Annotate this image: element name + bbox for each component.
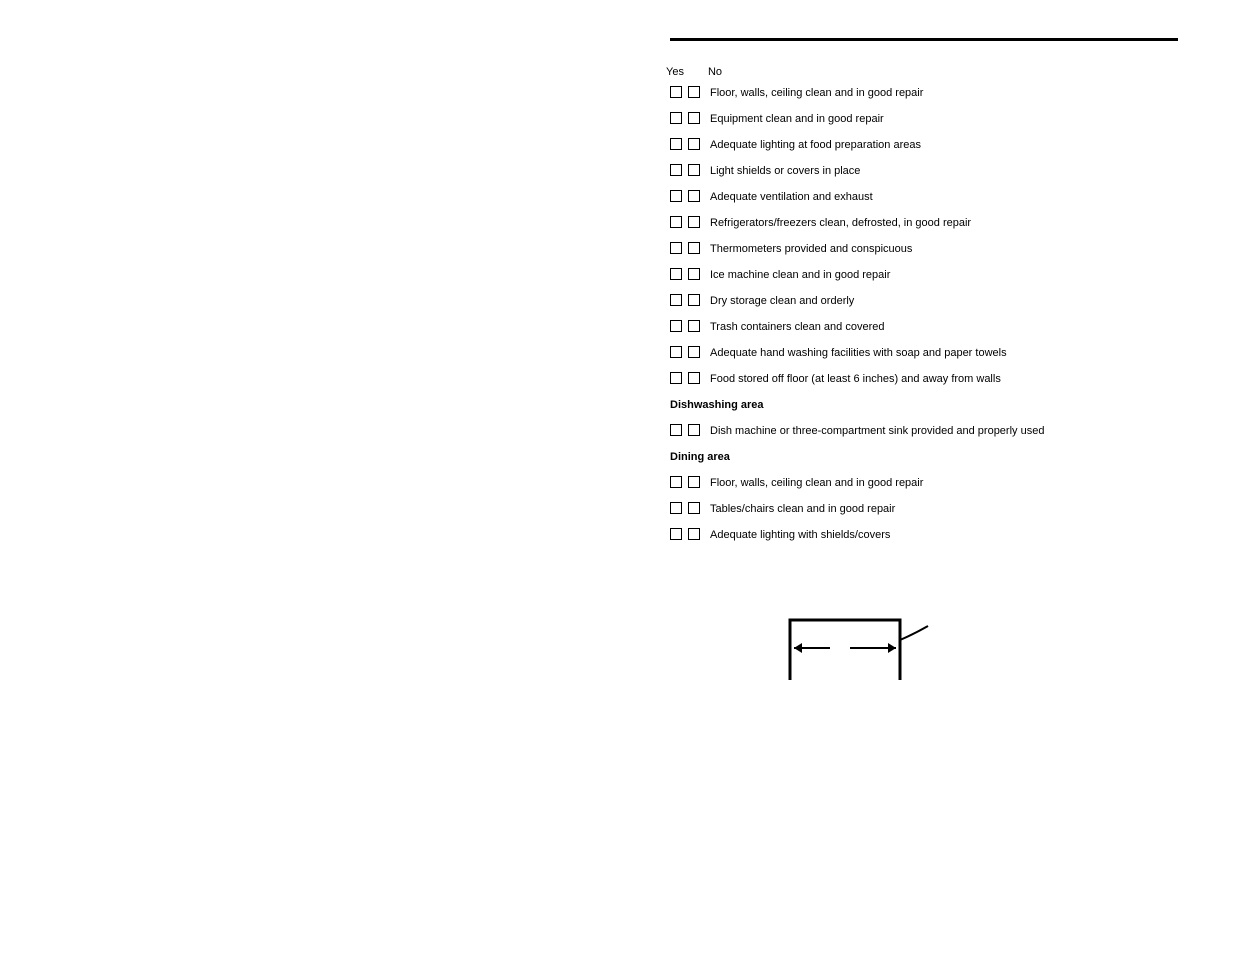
checkbox-yes[interactable]: [670, 320, 682, 332]
checklist-label: Dish machine or three-compartment sink p…: [710, 424, 1190, 438]
checklist-row: Floor, walls, ceiling clean and in good …: [670, 86, 1190, 100]
checklist-label: Adequate lighting with shields/covers: [710, 528, 1190, 542]
checkbox-group: [670, 190, 700, 202]
checkbox-group: [670, 294, 700, 306]
checklist-label: Floor, walls, ceiling clean and in good …: [710, 476, 1190, 490]
checklist-label: Tables/chairs clean and in good repair: [710, 502, 1190, 516]
checklist-label: Food stored off floor (at least 6 inches…: [710, 372, 1190, 386]
checklist-label: Light shields or covers in place: [710, 164, 1190, 178]
checklist-row: Adequate lighting with shields/covers: [670, 528, 1190, 542]
checklist-row: Light shields or covers in place: [670, 164, 1190, 178]
checkbox-no[interactable]: [688, 164, 700, 176]
checklist-label: Dry storage clean and orderly: [710, 294, 1190, 308]
checkbox-yes[interactable]: [670, 242, 682, 254]
checklist-row: Ice machine clean and in good repair: [670, 268, 1190, 282]
checkbox-group: [670, 502, 700, 514]
checklist-row: Thermometers provided and conspicuous: [670, 242, 1190, 256]
checkbox-group: [670, 476, 700, 488]
checkbox-no[interactable]: [688, 346, 700, 358]
checkbox-no[interactable]: [688, 242, 700, 254]
checklist-label: Ice machine clean and in good repair: [710, 268, 1190, 282]
checkbox-group: [670, 138, 700, 150]
checkbox-group: [670, 86, 700, 98]
checklist-label: Thermometers provided and conspicuous: [710, 242, 1190, 256]
checklist-row: Refrigerators/freezers clean, defrosted,…: [670, 216, 1190, 230]
checklist-row: Adequate ventilation and exhaust: [670, 190, 1190, 204]
checkbox-no[interactable]: [688, 86, 700, 98]
col-yes: Yes: [666, 66, 684, 78]
checkbox-group: [670, 372, 700, 384]
checklist-row: Tables/chairs clean and in good repair: [670, 502, 1190, 516]
checkbox-group: [670, 346, 700, 358]
checkbox-group: [670, 242, 700, 254]
checkbox-yes[interactable]: [670, 112, 682, 124]
divider-rule: [670, 38, 1178, 41]
checkbox-yes[interactable]: [670, 190, 682, 202]
checklist-row: Dish machine or three-compartment sink p…: [670, 424, 1190, 438]
checklist-label: Adequate hand washing facilities with so…: [710, 346, 1190, 360]
checklist-row: Equipment clean and in good repair: [670, 112, 1190, 126]
checklist-label: Refrigerators/freezers clean, defrosted,…: [710, 216, 1190, 230]
checkbox-no[interactable]: [688, 476, 700, 488]
checkbox-yes[interactable]: [670, 216, 682, 228]
checkbox-group: [670, 268, 700, 280]
checklist-label: Floor, walls, ceiling clean and in good …: [710, 86, 1190, 100]
width-diagram: [780, 610, 940, 690]
checklist-row: Adequate lighting at food preparation ar…: [670, 138, 1190, 152]
section-heading: Dining area: [670, 450, 1190, 464]
checkbox-no[interactable]: [688, 502, 700, 514]
checklist-label: Adequate lighting at food preparation ar…: [710, 138, 1190, 152]
checklist-label: Trash containers clean and covered: [710, 320, 1190, 334]
checkbox-no[interactable]: [688, 190, 700, 202]
checkbox-yes[interactable]: [670, 476, 682, 488]
checklist-table: Yes No Floor, walls, ceiling clean and i…: [670, 66, 1190, 554]
col-no: No: [708, 66, 722, 78]
checkbox-no[interactable]: [688, 268, 700, 280]
checklist-row: Floor, walls, ceiling clean and in good …: [670, 476, 1190, 490]
checkbox-yes[interactable]: [670, 86, 682, 98]
checkbox-yes[interactable]: [670, 372, 682, 384]
checkbox-no[interactable]: [688, 528, 700, 540]
checkbox-yes[interactable]: [670, 502, 682, 514]
checkbox-no[interactable]: [688, 372, 700, 384]
checkbox-yes[interactable]: [670, 138, 682, 150]
checklist-row: Adequate hand washing facilities with so…: [670, 346, 1190, 360]
checklist-label: Equipment clean and in good repair: [710, 112, 1190, 126]
checklist-label: Adequate ventilation and exhaust: [710, 190, 1190, 204]
section-heading: Dishwashing area: [670, 398, 1190, 412]
checkbox-yes[interactable]: [670, 424, 682, 436]
checkbox-yes[interactable]: [670, 528, 682, 540]
checkbox-no[interactable]: [688, 138, 700, 150]
checkbox-group: [670, 164, 700, 176]
checkbox-no[interactable]: [688, 320, 700, 332]
checkbox-group: [670, 216, 700, 228]
checklist-row: Food stored off floor (at least 6 inches…: [670, 372, 1190, 386]
checkbox-yes[interactable]: [670, 164, 682, 176]
checklist-row: Trash containers clean and covered: [670, 320, 1190, 334]
checkbox-group: [670, 320, 700, 332]
checkbox-group: [670, 528, 700, 540]
checkbox-yes[interactable]: [670, 346, 682, 358]
checkbox-group: [670, 112, 700, 124]
checkbox-yes[interactable]: [670, 294, 682, 306]
table-header: Yes No: [666, 66, 1190, 78]
checkbox-no[interactable]: [688, 294, 700, 306]
checkbox-yes[interactable]: [670, 268, 682, 280]
checkbox-no[interactable]: [688, 112, 700, 124]
checkbox-no[interactable]: [688, 216, 700, 228]
checklist-row: Dry storage clean and orderly: [670, 294, 1190, 308]
checkbox-no[interactable]: [688, 424, 700, 436]
checkbox-group: [670, 424, 700, 436]
